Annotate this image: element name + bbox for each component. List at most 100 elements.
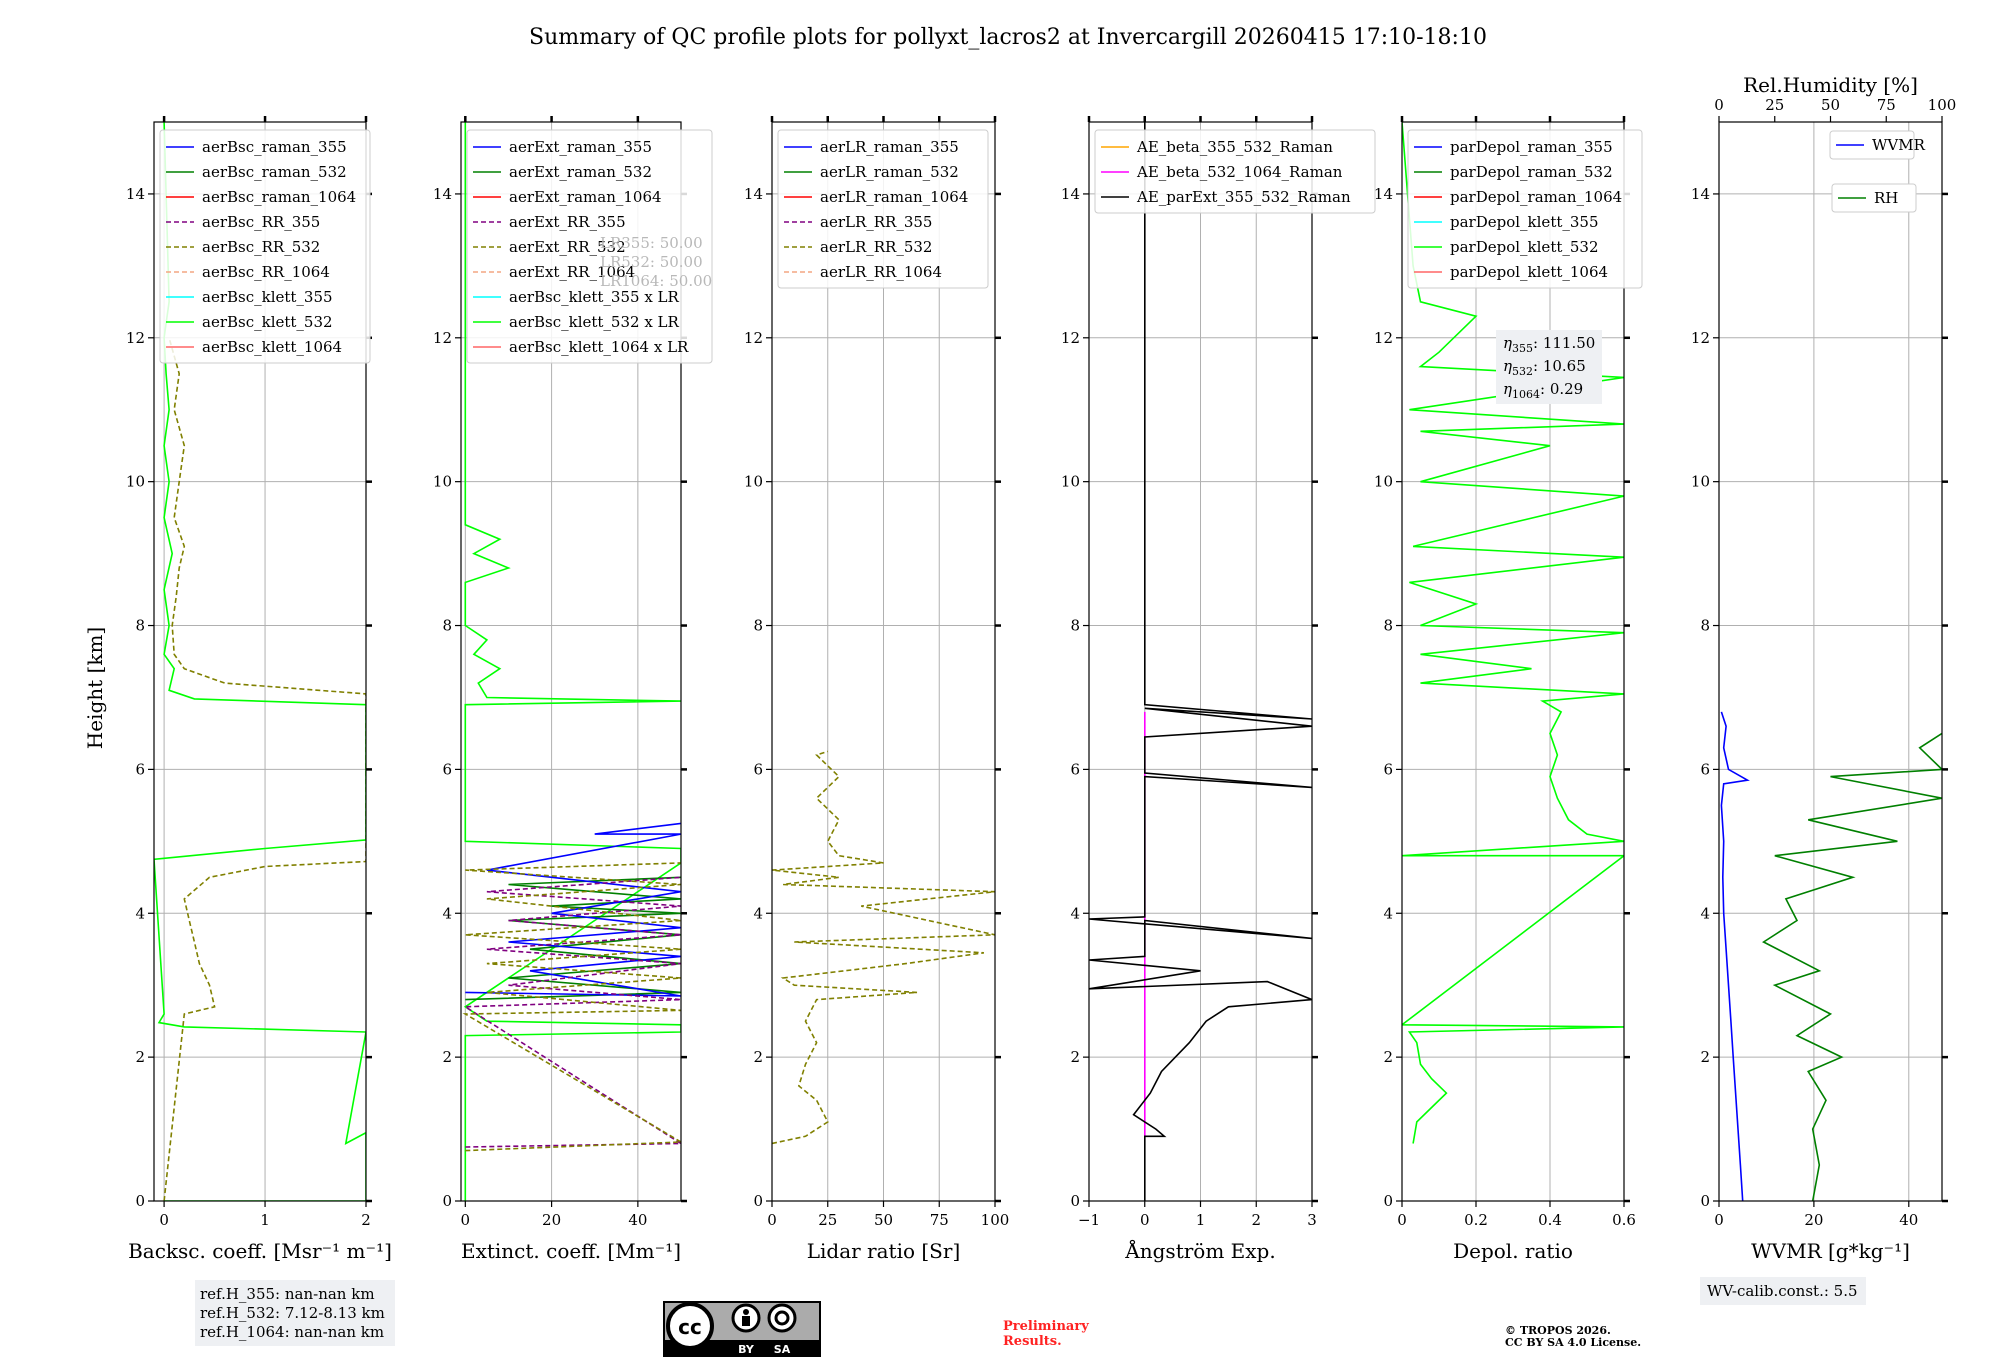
x-tick-label: 0 [767,1211,777,1229]
y-tick-label: 8 [753,617,763,635]
series-line [465,877,681,999]
y-tick-label: 6 [753,760,763,778]
x-axis-label: WVMR [g*kg⁻¹] [1751,1239,1910,1263]
y-tick-label: 10 [1061,473,1080,491]
y-tick-label: 12 [1691,329,1710,347]
x-tick-label: 75 [930,1211,949,1229]
cc-by-sa-badge: cc BY SA [664,1302,820,1356]
x-axis-label: Depol. ratio [1453,1239,1573,1263]
x-tick-label: 2 [361,1211,371,1229]
y-tick-label: 6 [1070,760,1080,778]
top-x-tick-label: 100 [1928,96,1957,114]
y-tick-label: 12 [433,329,452,347]
sa-share-icon [769,1305,795,1331]
y-tick-label: 2 [1700,1048,1710,1066]
x-axis-label: Lidar ratio [Sr] [807,1239,961,1263]
y-tick-label: 2 [442,1048,452,1066]
svg-text:aerLR_raman_355: aerLR_raman_355 [820,138,959,156]
y-tick-label: 12 [126,329,145,347]
y-tick-label: 6 [1383,760,1393,778]
x-tick-label: 1 [1196,1211,1206,1229]
y-tick-label: 4 [1383,904,1393,922]
y-tick-label: 0 [1383,1192,1393,1210]
svg-text:aerLR_RR_355: aerLR_RR_355 [820,213,932,231]
series-line [1764,733,1942,1201]
x-tick-label: 25 [818,1211,837,1229]
svg-text:aerBsc_klett_355: aerBsc_klett_355 [202,288,333,306]
svg-text:parDepol_raman_355: parDepol_raman_355 [1450,138,1613,156]
top-x-tick-label: 50 [1821,96,1840,114]
svg-text:LR1064: 50.00: LR1064: 50.00 [600,272,712,290]
x-tick-label: 20 [542,1211,561,1229]
legend-item: AE_parExt_355_532_Raman [1101,188,1351,206]
y-tick-label: 12 [1374,329,1393,347]
y-tick-label: 6 [1700,760,1710,778]
y-tick-label: 4 [135,904,145,922]
badge-by: BY [738,1343,755,1356]
y-tick-label: 0 [1070,1192,1080,1210]
y-tick-label: 14 [126,185,145,203]
x-tick-label: 0 [1714,1211,1724,1229]
svg-text:aerBsc_RR_355: aerBsc_RR_355 [202,213,320,231]
svg-text:parDepol_klett_1064: parDepol_klett_1064 [1450,263,1608,281]
svg-text:aerExt_RR_355: aerExt_RR_355 [509,213,626,231]
y-tick-label: 14 [1061,185,1080,203]
x-tick-label: 1 [260,1211,270,1229]
y-tick-label: 6 [135,760,145,778]
svg-text:AE_beta_355_532_Raman: AE_beta_355_532_Raman [1136,138,1333,156]
y-tick-label: 10 [1374,473,1393,491]
y-tick-label: 2 [1383,1048,1393,1066]
legend-item: AE_beta_532_1064_Raman [1101,163,1343,181]
x-tick-label: 0 [159,1211,169,1229]
y-tick-label: 0 [1700,1192,1710,1210]
y-tick-label: 8 [442,617,452,635]
grid [1719,122,1942,1201]
y-tick-label: 14 [1374,185,1393,203]
svg-text:aerLR_RR_532: aerLR_RR_532 [820,238,932,256]
svg-text:aerBsc_raman_355: aerBsc_raman_355 [202,138,347,156]
legend: parDepol_raman_355 parDepol_raman_532 parD… [1408,130,1642,288]
svg-text:aerBsc_klett_1064 x LR: aerBsc_klett_1064 x LR [509,338,689,356]
svg-text:aerLR_raman_532: aerLR_raman_532 [820,163,959,181]
y-tick-label: 10 [744,473,763,491]
legend: AE_beta_355_532_Raman AE_beta_532_1064_Ra… [1095,130,1375,213]
x-tick-label: 100 [981,1211,1010,1229]
y-tick-label: 14 [1691,185,1710,203]
series-line [1721,712,1747,1201]
top-x-tick-label: 25 [1765,96,1784,114]
svg-text:parDepol_klett_532: parDepol_klett_532 [1450,238,1599,256]
x-tick-label: 2 [1251,1211,1261,1229]
y-tick-label: 0 [753,1192,763,1210]
top-x-tick-label: 0 [1714,96,1724,114]
svg-text:aerLR_raman_1064: aerLR_raman_1064 [820,188,968,206]
x-axis-label: Ångström Exp. [1124,1238,1275,1263]
panel-backscatter: 024681012140 1 2Backsc. coeff. [Msr⁻¹ m⁻¹]… [126,116,392,1263]
legend-item: RH [1832,184,1916,212]
top-x-tick-label: 75 [1877,96,1896,114]
svg-text:AE_parExt_355_532_Raman: AE_parExt_355_532_Raman [1136,188,1351,206]
y-tick-label: 8 [1070,617,1080,635]
x-tick-label: 20 [1804,1211,1823,1229]
y-tick-label: 2 [753,1048,763,1066]
ref-height-355: ref.H_355: nan-nan km [200,1285,375,1303]
svg-text:RH: RH [1874,189,1898,207]
y-tick-label: 6 [442,760,452,778]
svg-text:aerLR_RR_1064: aerLR_RR_1064 [820,263,942,281]
svg-text:LR355: 50.00: LR355: 50.00 [600,234,703,252]
y-tick-label: 4 [1070,904,1080,922]
y-tick-label: 14 [433,185,452,203]
svg-text:aerBsc_klett_532: aerBsc_klett_532 [202,313,333,331]
y-tick-label: 10 [433,473,452,491]
y-tick-label: 10 [126,473,145,491]
y-tick-label: 8 [1700,617,1710,635]
x-tick-label: 50 [874,1211,893,1229]
y-tick-label: 8 [135,617,145,635]
legend: aerBsc_raman_355 aerBsc_raman_532 aerBsc_r… [160,130,370,363]
y-tick-label: 4 [442,904,452,922]
svg-text:aerBsc_raman_532: aerBsc_raman_532 [202,163,347,181]
svg-text:aerExt_raman_1064: aerExt_raman_1064 [509,188,662,206]
svg-text:parDepol_klett_355: parDepol_klett_355 [1450,213,1599,231]
svg-text:AE_beta_532_1064_Raman: AE_beta_532_1064_Raman [1136,163,1343,181]
x-tick-label: 0.2 [1464,1211,1488,1229]
